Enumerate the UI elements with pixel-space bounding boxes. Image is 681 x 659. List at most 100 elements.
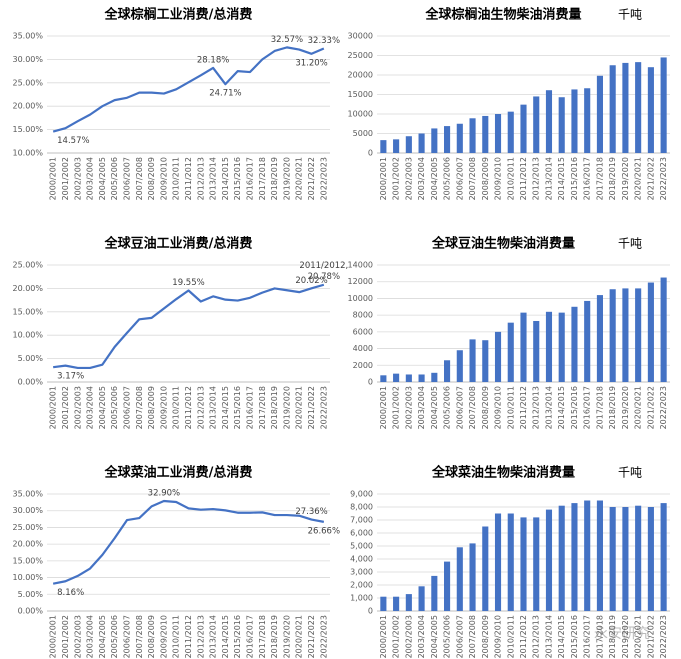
bar xyxy=(533,517,540,611)
x-tick-label: 2011/2012 xyxy=(184,386,193,429)
y-tick-label: 25.00% xyxy=(12,523,43,532)
x-tick-label: 2003/2004 xyxy=(417,157,426,200)
chart-title: 全球菜油生物柴油消费量 xyxy=(431,465,575,481)
value-label: 28.18% xyxy=(197,55,229,65)
x-tick-label: 2021/2022 xyxy=(307,615,316,658)
bar xyxy=(456,350,463,382)
bar xyxy=(571,89,578,153)
x-tick-label: 2021/2022 xyxy=(646,157,655,200)
x-tick-label: 2013/2014 xyxy=(209,615,218,658)
bar xyxy=(393,373,400,382)
x-tick-label: 2009/2010 xyxy=(494,157,503,200)
y-tick-label: 10.00% xyxy=(12,573,43,582)
y-tick-label: 10000 xyxy=(348,110,373,119)
y-tick-label: 8000 xyxy=(353,311,373,320)
x-tick-label: 2018/2019 xyxy=(270,386,279,429)
x-tick-label: 2019/2020 xyxy=(621,386,630,429)
x-tick-label: 2017/2018 xyxy=(595,386,604,429)
bar xyxy=(431,372,438,382)
bar xyxy=(571,306,578,382)
x-tick-label: 2006/2007 xyxy=(122,157,131,200)
y-tick-label: 35.00% xyxy=(12,490,43,499)
value-label: 32.33% xyxy=(308,36,340,46)
x-tick-label: 2012/2013 xyxy=(532,615,541,658)
watermark: 永安研究 xyxy=(594,626,650,642)
x-tick-label: 2020/2021 xyxy=(295,615,304,658)
x-tick-label: 2015/2016 xyxy=(570,157,579,200)
y-tick-label: 15000 xyxy=(348,90,373,99)
chart-title: 全球豆油生物柴油消费量 xyxy=(431,236,575,252)
x-tick-label: 2013/2014 xyxy=(544,157,553,200)
bar xyxy=(660,277,667,382)
bar xyxy=(545,90,553,153)
y-tick-label: 6,000 xyxy=(350,529,373,538)
x-tick-label: 2000/2001 xyxy=(379,157,388,200)
x-tick-label: 2000/2001 xyxy=(379,386,388,429)
bar xyxy=(584,88,591,153)
bar xyxy=(558,505,565,611)
y-tick-label: 15.00% xyxy=(12,556,43,565)
y-tick-label: 20.00% xyxy=(12,284,43,293)
x-tick-label: 2007/2008 xyxy=(468,157,477,200)
y-tick-label: 2000 xyxy=(353,361,373,370)
y-tick-label: 20000 xyxy=(348,71,373,80)
x-tick-label: 2015/2016 xyxy=(233,157,242,200)
bar xyxy=(647,67,654,153)
y-tick-label: 8,000 xyxy=(350,503,373,512)
x-tick-label: 2010/2011 xyxy=(506,157,515,200)
x-tick-label: 2015/2016 xyxy=(570,386,579,429)
x-tick-label: 2013/2014 xyxy=(544,615,553,658)
x-tick-label: 2010/2011 xyxy=(172,386,181,429)
x-tick-label: 2006/2007 xyxy=(122,615,131,658)
x-tick-label: 2001/2002 xyxy=(392,157,401,200)
y-tick-label: 0 xyxy=(368,607,373,616)
x-tick-label: 2012/2013 xyxy=(532,157,541,200)
value-label: 20.02% xyxy=(295,276,327,286)
x-tick-label: 2020/2021 xyxy=(295,157,304,200)
x-tick-label: 2021/2022 xyxy=(307,386,316,429)
x-tick-label: 2011/2012 xyxy=(184,615,193,658)
bar xyxy=(609,289,616,382)
x-tick-label: 2022/2023 xyxy=(659,157,668,200)
bar xyxy=(520,312,527,382)
x-tick-label: 2020/2021 xyxy=(634,615,643,658)
x-tick-label: 2003/2004 xyxy=(86,157,95,200)
x-tick-label: 2019/2020 xyxy=(621,615,630,658)
x-tick-label: 2000/2001 xyxy=(49,615,58,658)
x-tick-label: 2009/2010 xyxy=(159,157,168,200)
x-tick-label: 2016/2017 xyxy=(583,615,592,658)
y-tick-label: 6000 xyxy=(353,327,373,336)
x-tick-label: 2011/2012 xyxy=(519,386,528,429)
bar xyxy=(380,140,387,153)
value-label: 26.66% xyxy=(308,526,340,536)
x-tick-label: 2019/2020 xyxy=(282,157,291,200)
y-tick-label: 15.00% xyxy=(12,125,43,134)
x-tick-label: 2005/2006 xyxy=(110,386,119,429)
x-tick-label: 2008/2009 xyxy=(481,386,490,429)
bar xyxy=(405,594,412,611)
bar xyxy=(494,114,502,153)
x-tick-label: 2010/2011 xyxy=(172,615,181,658)
x-tick-label: 2014/2015 xyxy=(221,386,230,429)
y-tick-label: 5,000 xyxy=(350,542,373,551)
line xyxy=(53,283,325,370)
chart-title: 全球豆油工业消费/总消费 xyxy=(104,236,253,252)
y-tick-label: 5000 xyxy=(353,129,373,138)
x-tick-label: 2016/2017 xyxy=(246,157,255,200)
x-tick-label: 2000/2001 xyxy=(379,615,388,658)
bar xyxy=(456,123,463,153)
x-tick-label: 2001/2002 xyxy=(392,386,401,429)
bar xyxy=(444,561,451,611)
x-tick-label: 2004/2005 xyxy=(430,615,439,658)
x-tick-label: 2020/2021 xyxy=(295,386,304,429)
x-tick-label: 2005/2006 xyxy=(110,615,119,658)
bar xyxy=(622,288,629,382)
bar xyxy=(494,513,502,611)
bar xyxy=(596,295,603,382)
y-tick-label: 15.00% xyxy=(12,307,43,316)
x-tick-label: 2013/2014 xyxy=(544,386,553,429)
x-tick-label: 2004/2005 xyxy=(98,386,107,429)
bar xyxy=(545,311,553,382)
bar xyxy=(635,62,642,153)
